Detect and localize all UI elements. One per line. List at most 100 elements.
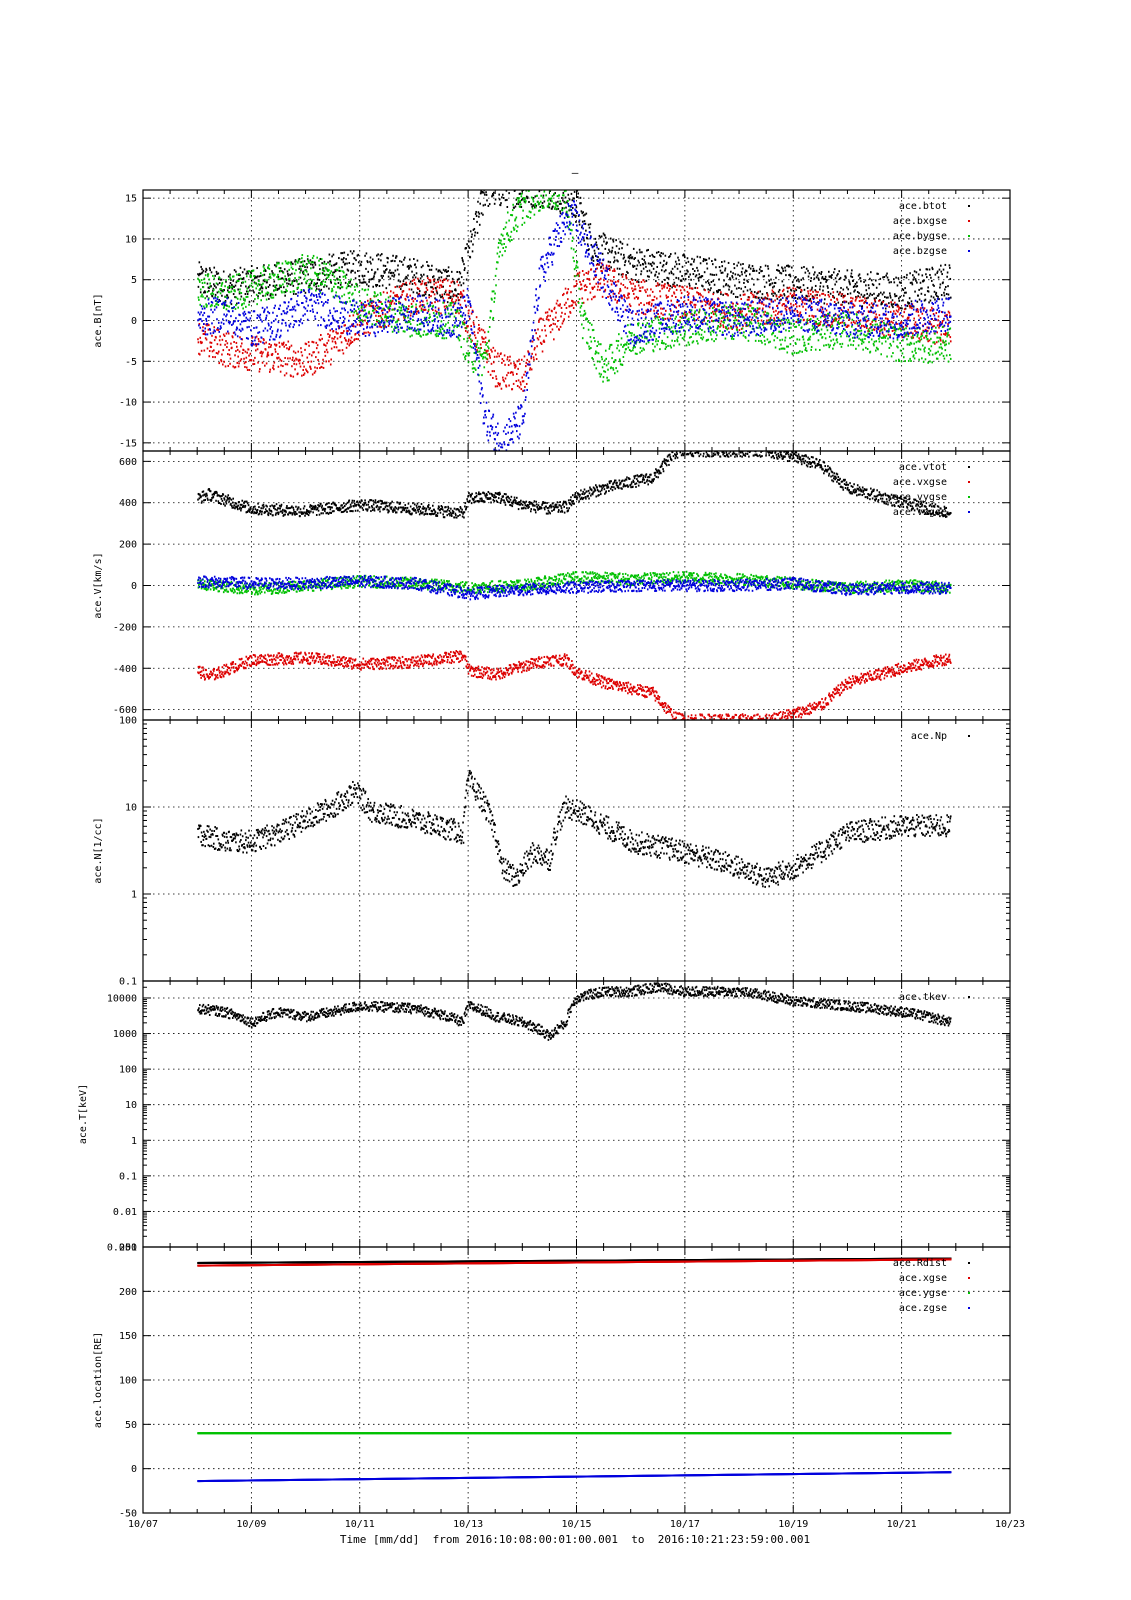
data-point	[472, 371, 475, 374]
data-point	[706, 339, 708, 342]
data-point	[831, 288, 834, 291]
data-point	[642, 312, 645, 315]
data-point	[763, 285, 766, 288]
data-point	[681, 337, 684, 340]
data-point	[793, 309, 796, 312]
data-point	[709, 302, 711, 305]
data-point	[487, 345, 489, 348]
data-point	[847, 288, 850, 291]
data-point	[578, 271, 581, 274]
data-point	[695, 325, 697, 328]
data-point	[781, 347, 784, 350]
data-point	[299, 365, 302, 368]
data-point	[646, 270, 649, 273]
data-point	[619, 289, 622, 292]
data-point	[381, 318, 384, 321]
data-point	[672, 283, 674, 286]
data-point	[670, 270, 673, 273]
data-point	[731, 275, 733, 278]
data-point	[612, 367, 614, 370]
data-point	[759, 323, 762, 326]
data-point	[323, 285, 325, 288]
data-point	[489, 316, 491, 319]
data-point	[837, 321, 840, 324]
data-point	[310, 287, 313, 290]
data-point	[398, 306, 401, 309]
data-point	[245, 305, 247, 308]
data-point	[397, 330, 400, 333]
data-point	[414, 276, 417, 279]
data-point	[778, 288, 781, 291]
data-point	[307, 273, 309, 276]
data-point	[342, 270, 344, 273]
data-point	[501, 193, 504, 196]
data-point	[338, 257, 340, 260]
data-point	[674, 285, 677, 288]
data-point	[552, 179, 554, 181]
data-point	[561, 187, 563, 189]
data-point	[824, 337, 827, 340]
data-point	[926, 268, 929, 271]
data-point	[629, 323, 632, 326]
data-point	[302, 271, 305, 274]
data-point	[297, 359, 300, 362]
data-point	[872, 284, 875, 287]
data-point	[722, 324, 724, 327]
data-point	[769, 322, 771, 325]
data-point	[529, 185, 531, 187]
data-point	[573, 190, 576, 193]
data-point	[564, 287, 567, 290]
data-point	[655, 270, 658, 273]
data-point	[755, 316, 758, 319]
data-point	[321, 272, 324, 275]
data-point	[898, 313, 901, 316]
data-point	[784, 339, 786, 342]
data-point	[708, 257, 710, 260]
data-point	[739, 311, 742, 314]
data-point	[944, 332, 947, 335]
data-point	[370, 313, 373, 316]
data-point	[327, 261, 329, 264]
data-point	[547, 204, 550, 207]
data-point	[732, 302, 734, 305]
data-point	[730, 307, 732, 310]
data-point	[306, 371, 309, 374]
data-point	[530, 196, 533, 199]
data-point	[518, 192, 521, 195]
data-point	[571, 299, 573, 302]
data-point	[880, 301, 883, 304]
data-point	[680, 292, 683, 295]
data-point	[806, 286, 809, 289]
data-point	[748, 323, 751, 326]
data-point	[490, 362, 493, 365]
data-point	[522, 197, 525, 200]
data-point	[943, 291, 945, 294]
data-point	[295, 260, 298, 263]
data-point	[314, 272, 317, 275]
data-point	[511, 238, 513, 241]
data-point	[450, 308, 453, 311]
data-point	[827, 324, 829, 327]
data-point	[483, 366, 486, 369]
data-point	[609, 295, 612, 298]
data-point	[576, 190, 579, 192]
data-point	[366, 321, 368, 324]
data-point	[306, 356, 309, 359]
data-point	[848, 280, 850, 283]
data-point	[649, 309, 652, 312]
data-point	[265, 292, 267, 295]
data-point	[378, 320, 380, 323]
data-point	[834, 283, 836, 286]
data-point	[676, 284, 678, 287]
data-point	[785, 309, 788, 312]
data-point	[378, 322, 381, 325]
data-point	[773, 319, 776, 322]
data-point	[374, 308, 376, 311]
data-point	[856, 313, 858, 316]
data-point	[240, 345, 242, 348]
data-point	[247, 272, 249, 275]
data-point	[687, 294, 689, 297]
data-point	[212, 283, 215, 286]
data-point	[761, 333, 764, 336]
data-point	[461, 294, 464, 297]
